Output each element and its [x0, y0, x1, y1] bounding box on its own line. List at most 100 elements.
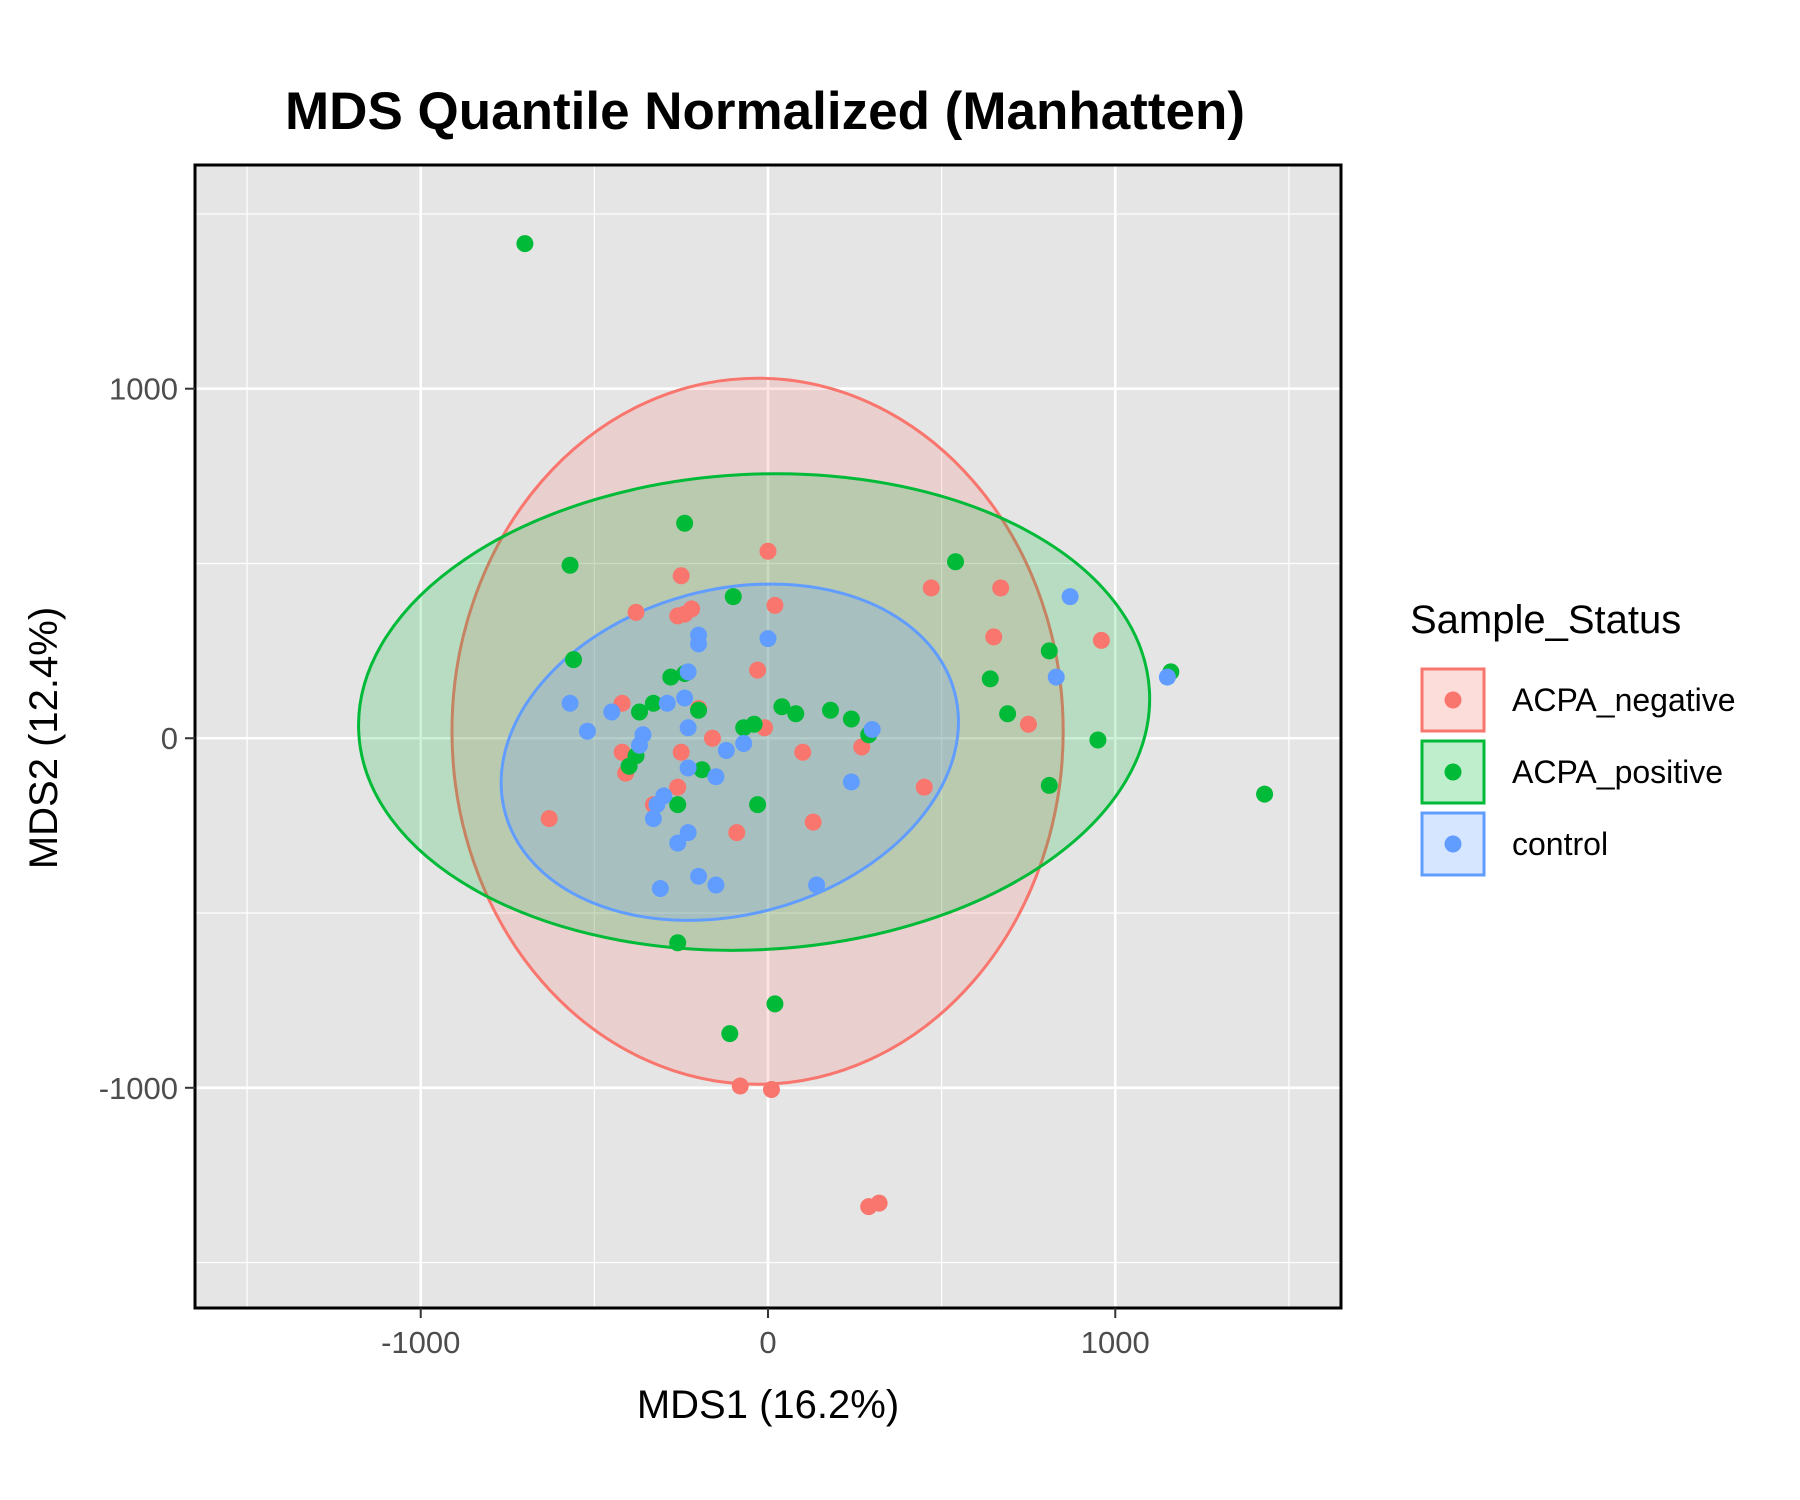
chart-title: MDS Quantile Normalized (Manhatten) [285, 82, 1245, 141]
point-ACPA_negative [669, 607, 687, 625]
point-ACPA_positive [773, 698, 791, 716]
point-ACPA_positive [947, 553, 965, 571]
legend-item: control [1420, 811, 1608, 877]
ellipse-ACPA_positive [357, 472, 1152, 952]
point-control [603, 703, 621, 721]
point-control [735, 734, 753, 752]
point-ACPA_positive [565, 651, 583, 669]
y-tick-label: -1000 [99, 1071, 178, 1106]
point-ACPA_negative [627, 603, 645, 621]
point-ACPA_negative [703, 729, 721, 747]
point-control [759, 630, 777, 648]
point-control [679, 759, 697, 777]
point-control [707, 768, 725, 786]
x-tick-label: 0 [759, 1325, 776, 1360]
point-ACPA_negative [794, 743, 812, 761]
point-ACPA_negative [759, 542, 777, 560]
point-ACPA_negative [1092, 631, 1110, 649]
point-ACPA_positive [690, 701, 708, 719]
point-ACPA_positive [1256, 785, 1274, 803]
y-axis-title: MDS2 (12.4%) [22, 607, 66, 869]
legend-title: Sample_Status [1410, 598, 1681, 642]
point-ACPA_positive [787, 705, 805, 723]
x-tick-label: -1000 [381, 1325, 460, 1360]
legend-key-ACPA_negative [1420, 667, 1486, 733]
y-axis: -1000 0 1000 [99, 372, 195, 1106]
point-control [631, 736, 649, 754]
legend-label-ACPA_positive: ACPA_positive [1512, 754, 1723, 790]
plot-area [193, 163, 1343, 1310]
gridlines [195, 165, 1341, 1308]
point-ACPA_positive [676, 514, 694, 532]
point-ACPA_negative [613, 743, 631, 761]
point-control [578, 722, 596, 740]
point-control [669, 834, 687, 852]
point-ACPA_negative [915, 778, 933, 796]
point-ACPA_negative [992, 579, 1010, 597]
x-axis-title: MDS1 (16.2%) [637, 1383, 899, 1427]
point-ACPA_negative [922, 579, 940, 597]
point-ACPA_positive [842, 710, 860, 728]
point-ACPA_positive [662, 668, 680, 686]
point-ACPA_positive [1040, 642, 1058, 660]
legend-marker-ACPA_positive [1444, 763, 1462, 781]
point-ACPA_negative [762, 1081, 780, 1099]
point-ACPA_positive [766, 995, 784, 1013]
point-control [679, 719, 697, 737]
point-control [863, 721, 881, 739]
point-control [690, 635, 708, 653]
point-ACPA_negative [985, 628, 1003, 646]
point-control [1158, 668, 1176, 686]
point-control [679, 824, 697, 842]
point-ACPA_negative [766, 596, 784, 614]
point-ACPA_positive [669, 796, 687, 814]
point-control [1061, 588, 1079, 606]
point-ACPA_negative [804, 813, 822, 831]
point-control [679, 663, 697, 681]
point-ACPA_negative [669, 778, 687, 796]
point-ACPA_positive [981, 670, 999, 688]
point-control [1047, 668, 1065, 686]
y-tick-label: 1000 [109, 372, 178, 407]
legend-marker-control [1444, 835, 1462, 853]
point-ACPA_negative [540, 810, 558, 828]
legend-marker-ACPA_negative [1444, 691, 1462, 709]
point-ACPA_positive [561, 556, 579, 574]
y-tick-label: 0 [161, 721, 178, 756]
point-control [842, 773, 860, 791]
point-ACPA_negative [731, 1077, 749, 1095]
point-ACPA_positive [644, 694, 662, 712]
legend-label-control: control [1512, 826, 1608, 862]
point-ACPA_positive [822, 701, 840, 719]
point-control [651, 880, 669, 898]
point-ACPA_positive [749, 796, 767, 814]
point-control [707, 876, 725, 894]
x-axis: -1000 0 1000 [381, 1308, 1150, 1360]
point-ACPA_positive [999, 705, 1017, 723]
point-ACPA_negative [860, 1198, 878, 1216]
point-ACPA_positive [1089, 731, 1107, 749]
point-ACPA_negative [728, 824, 746, 842]
point-ACPA_negative [672, 743, 690, 761]
point-control [658, 694, 676, 712]
point-control [561, 694, 579, 712]
point-ACPA_positive [516, 235, 534, 253]
x-tick-label: 1000 [1081, 1325, 1150, 1360]
legend-label-ACPA_negative: ACPA_negative [1512, 682, 1736, 718]
point-ACPA_negative [672, 567, 690, 585]
point-ACPA_positive [631, 703, 649, 721]
point-ACPA_positive [620, 757, 638, 775]
point-ACPA_positive [669, 934, 687, 952]
point-control [644, 810, 662, 828]
point-ACPA_positive [724, 588, 742, 606]
point-ACPA_positive [1040, 776, 1058, 794]
data-points [516, 235, 1274, 1216]
point-ACPA_positive [693, 761, 711, 779]
point-control [690, 867, 708, 885]
point-control [676, 689, 694, 707]
legend: Sample_Status ACPA_negative ACPA_positive… [1410, 598, 1736, 877]
legend-item: ACPA_negative [1420, 667, 1736, 733]
point-control [808, 876, 826, 894]
point-control [648, 796, 666, 814]
